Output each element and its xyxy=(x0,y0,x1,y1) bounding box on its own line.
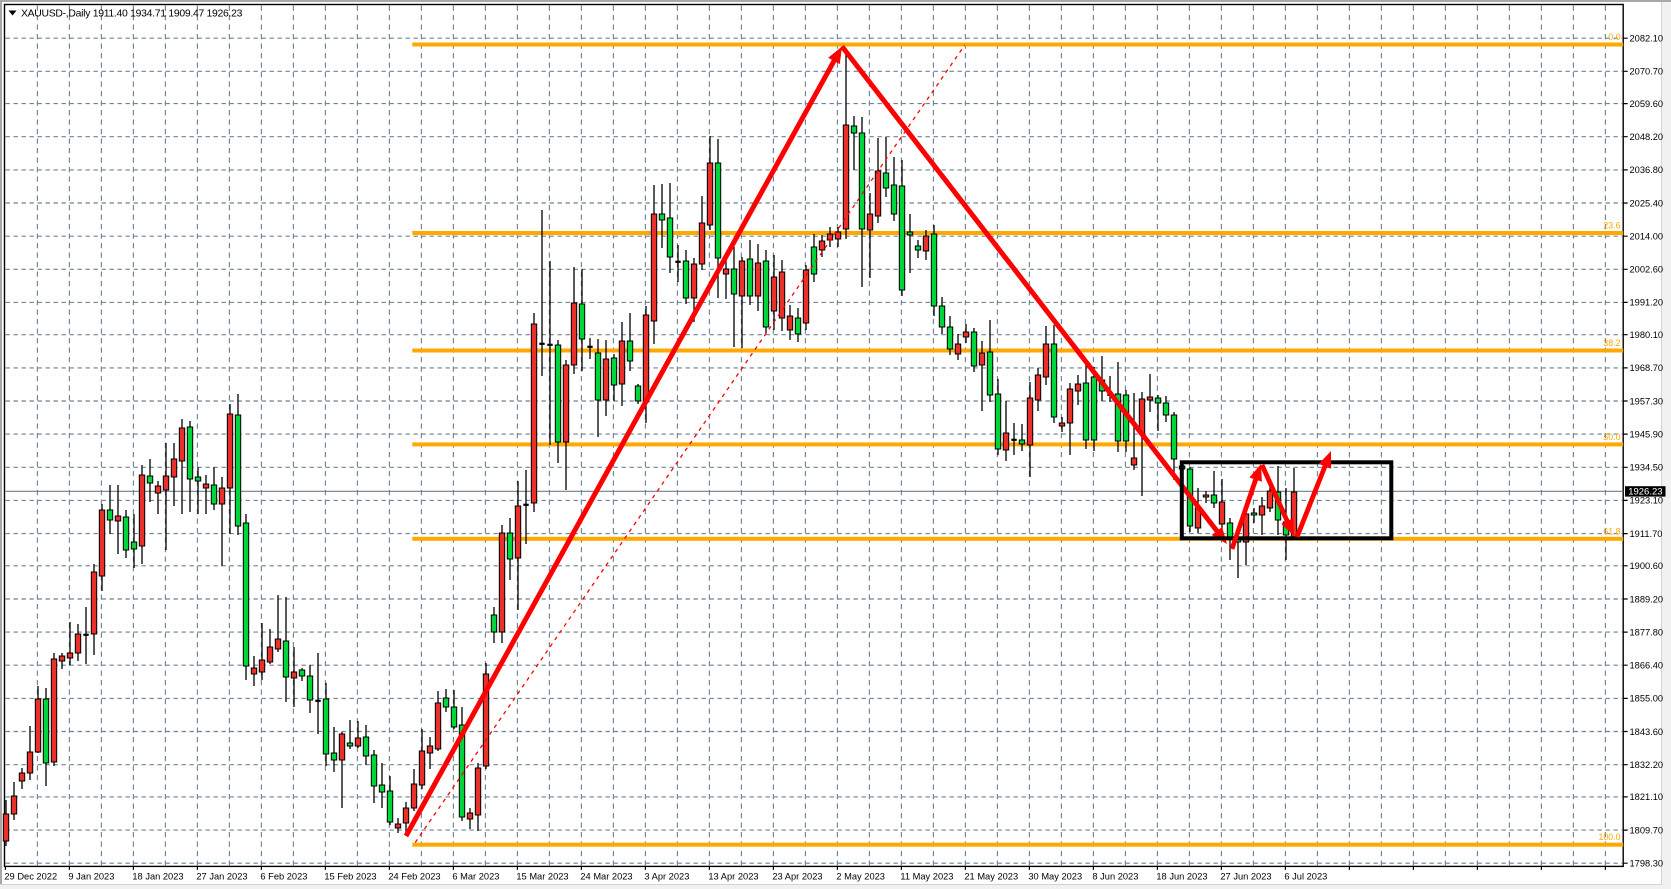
svg-text:6 Feb 2023: 6 Feb 2023 xyxy=(260,872,307,882)
svg-text:8 Jun 2023: 8 Jun 2023 xyxy=(1092,872,1138,882)
svg-text:18 Jan 2023: 18 Jan 2023 xyxy=(132,872,183,882)
svg-text:2070.70: 2070.70 xyxy=(1630,67,1664,77)
svg-text:1900.60: 1900.60 xyxy=(1630,561,1664,571)
svg-text:15 Mar 2023: 15 Mar 2023 xyxy=(516,872,568,882)
svg-text:27 Jan 2023: 27 Jan 2023 xyxy=(196,872,247,882)
svg-text:2036.80: 2036.80 xyxy=(1630,165,1664,175)
svg-text:2082.10: 2082.10 xyxy=(1630,34,1664,44)
svg-text:30 May 2023: 30 May 2023 xyxy=(1028,872,1082,882)
svg-text:XAUUSD-,Daily 1911.40 1934.71: XAUUSD-,Daily 1911.40 1934.71 1909.47 19… xyxy=(21,8,243,19)
svg-text:21 May 2023: 21 May 2023 xyxy=(964,872,1018,882)
svg-text:1991.20: 1991.20 xyxy=(1630,298,1664,308)
svg-text:1923.10: 1923.10 xyxy=(1630,496,1664,506)
svg-text:1911.70: 1911.70 xyxy=(1630,529,1663,539)
svg-text:27 Jun 2023: 27 Jun 2023 xyxy=(1220,872,1271,882)
svg-text:2025.40: 2025.40 xyxy=(1630,198,1664,208)
svg-text:24 Feb 2023: 24 Feb 2023 xyxy=(388,872,440,882)
svg-text:23 Apr 2023: 23 Apr 2023 xyxy=(772,872,822,882)
svg-text:1889.20: 1889.20 xyxy=(1630,594,1664,604)
svg-text:61.8: 61.8 xyxy=(1603,526,1620,536)
svg-text:1832.20: 1832.20 xyxy=(1630,760,1664,770)
svg-text:13 Apr 2023: 13 Apr 2023 xyxy=(708,872,758,882)
svg-text:15 Feb 2023: 15 Feb 2023 xyxy=(324,872,376,882)
svg-text:1945.90: 1945.90 xyxy=(1630,429,1664,439)
svg-text:6 Jul 2023: 6 Jul 2023 xyxy=(1284,872,1327,882)
svg-text:24 Mar 2023: 24 Mar 2023 xyxy=(580,872,632,882)
svg-text:11 May 2023: 11 May 2023 xyxy=(900,872,953,882)
svg-text:1866.40: 1866.40 xyxy=(1630,661,1664,671)
svg-text:1957.30: 1957.30 xyxy=(1630,396,1664,406)
svg-text:1855.00: 1855.00 xyxy=(1630,694,1664,704)
svg-text:1821.10: 1821.10 xyxy=(1630,792,1664,802)
svg-text:2059.60: 2059.60 xyxy=(1630,99,1664,109)
svg-text:100.0: 100.0 xyxy=(1598,832,1620,842)
svg-text:0.0: 0.0 xyxy=(1608,32,1620,42)
svg-text:1809.70: 1809.70 xyxy=(1630,825,1664,835)
svg-text:1843.60: 1843.60 xyxy=(1630,727,1664,737)
svg-text:2048.20: 2048.20 xyxy=(1630,132,1664,142)
svg-text:9 Jan 2023: 9 Jan 2023 xyxy=(68,872,114,882)
svg-text:2002.60: 2002.60 xyxy=(1630,265,1664,275)
svg-text:1877.80: 1877.80 xyxy=(1630,627,1664,637)
svg-text:23.6: 23.6 xyxy=(1603,221,1620,231)
svg-text:3 Apr 2023: 3 Apr 2023 xyxy=(644,872,689,882)
svg-text:2014.00: 2014.00 xyxy=(1630,232,1664,242)
svg-text:2 May 2023: 2 May 2023 xyxy=(836,872,885,882)
svg-text:1934.50: 1934.50 xyxy=(1630,463,1664,473)
svg-text:1798.30: 1798.30 xyxy=(1630,859,1664,869)
svg-text:38.2: 38.2 xyxy=(1603,338,1620,348)
svg-text:1980.10: 1980.10 xyxy=(1630,330,1664,340)
svg-text:29 Dec 2022: 29 Dec 2022 xyxy=(4,872,57,882)
svg-text:1926.23: 1926.23 xyxy=(1628,487,1662,498)
svg-text:1968.70: 1968.70 xyxy=(1630,363,1664,373)
svg-text:18 Jun 2023: 18 Jun 2023 xyxy=(1156,872,1207,882)
svg-text:6 Mar 2023: 6 Mar 2023 xyxy=(452,872,499,882)
svg-text:50.0: 50.0 xyxy=(1603,432,1620,442)
